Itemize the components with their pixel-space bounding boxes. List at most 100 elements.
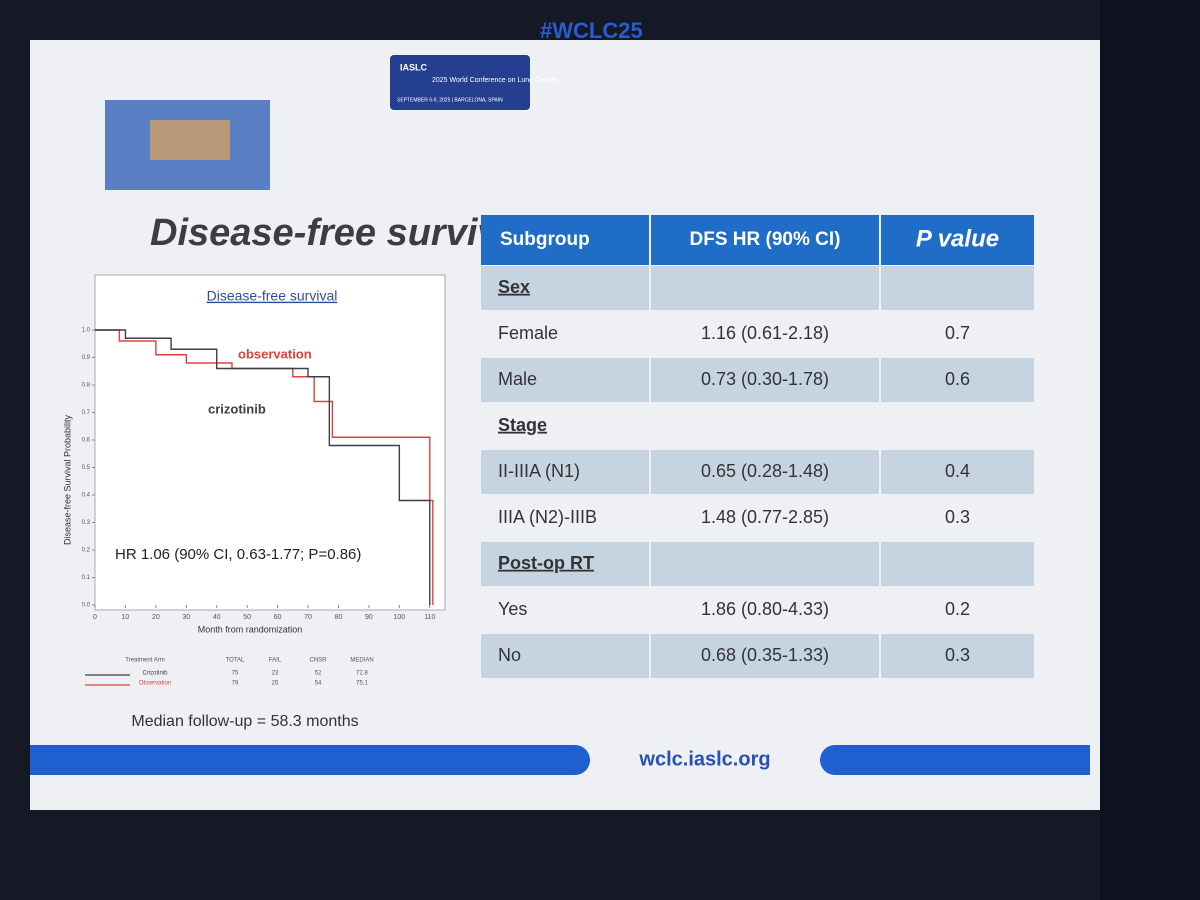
hr-value: 0.73 (0.30-1.78) — [701, 369, 829, 389]
table-cell — [481, 266, 649, 310]
x-axis-label: Month from randomization — [198, 624, 303, 634]
subgroup-label: Yes — [498, 599, 527, 619]
table-cell — [481, 542, 649, 586]
risk-value: 25 — [272, 681, 279, 687]
table-header: P value — [916, 225, 999, 252]
header-image-detail — [150, 120, 230, 160]
table-cell — [481, 450, 649, 494]
y-tick-label: 0.4 — [82, 493, 91, 499]
table-cell — [651, 450, 879, 494]
risk-value: 75 — [232, 671, 239, 677]
table-cell — [881, 404, 1034, 448]
table-cell — [651, 496, 879, 540]
series-label: observation — [238, 346, 312, 361]
table-cell — [651, 358, 879, 402]
y-tick-label: 0.2 — [82, 548, 91, 554]
p-value: 0.3 — [945, 645, 970, 665]
table-cell — [651, 312, 879, 356]
table-cell — [881, 634, 1034, 678]
p-value: 0.7 — [945, 323, 970, 343]
table-cell — [881, 358, 1034, 402]
footer-bar-left — [30, 745, 590, 775]
table-cell — [481, 588, 649, 632]
dates: SEPTEMBER 6-9, 2025 | BARCELONA, SPAIN — [397, 97, 503, 103]
p-value: 0.3 — [945, 507, 970, 527]
y-tick-label: 0.1 — [82, 575, 91, 581]
table-cell — [651, 588, 879, 632]
risk-value: 23 — [272, 671, 279, 677]
y-tick-label: 0.3 — [82, 520, 91, 526]
p-value: 0.6 — [945, 369, 970, 389]
url: wclc.iaslc.org — [638, 748, 770, 770]
x-tick-label: 0 — [93, 614, 97, 621]
stage-edge — [1100, 0, 1200, 900]
table-cell — [881, 450, 1034, 494]
table-cell — [881, 496, 1034, 540]
table-cell — [881, 542, 1034, 586]
table-header: DFS HR (90% CI) — [690, 229, 841, 250]
hr-value: 0.68 (0.35-1.33) — [701, 645, 829, 665]
subgroup-label: Male — [498, 369, 537, 389]
plot-area — [94, 274, 446, 611]
hashtag: #WCLC25 — [540, 18, 643, 43]
subgroup-label: No — [498, 645, 521, 665]
x-tick-label: 30 — [182, 614, 190, 621]
risk-header: FAIL — [269, 658, 282, 664]
org: IASLC — [400, 62, 428, 72]
table-header-cell — [881, 215, 1034, 265]
x-tick-label: 50 — [243, 614, 251, 621]
x-tick-label: 90 — [365, 614, 373, 621]
subgroup-label: IIIA (N2)-IIIB — [498, 507, 597, 527]
table-cell — [881, 588, 1034, 632]
conference: 2025 World Conference on Lung Cancer — [432, 77, 558, 84]
table-cell — [651, 266, 879, 310]
risk-arm: Observation — [139, 681, 171, 687]
table-header: Subgroup — [500, 229, 590, 250]
subgroup-label: Female — [498, 323, 558, 343]
hr-value: 1.16 (0.61-2.18) — [701, 323, 829, 343]
y-tick-label: 0.5 — [82, 465, 91, 471]
hr-value: 0.65 (0.28-1.48) — [701, 461, 829, 481]
table-cell — [481, 358, 649, 402]
table-cell — [881, 312, 1034, 356]
subgroup-label: II-IIIA (N1) — [498, 461, 580, 481]
table-cell — [481, 312, 649, 356]
y-tick-label: 1.0 — [82, 328, 91, 334]
p-value: 0.4 — [945, 461, 970, 481]
y-tick-label: 0.0 — [82, 603, 91, 609]
x-tick-label: 70 — [304, 614, 312, 621]
x-tick-label: 40 — [213, 614, 221, 621]
table-cell — [651, 542, 879, 586]
y-tick-label: 0.7 — [82, 410, 91, 416]
y-axis-label: Disease-free Survival Probability — [62, 414, 72, 545]
x-tick-label: 80 — [335, 614, 343, 621]
table-cell — [881, 266, 1034, 310]
slide-title: Disease-free survival — [150, 212, 532, 254]
table-header-cell — [481, 215, 649, 265]
section-label: Stage — [498, 415, 547, 435]
table-cell — [481, 496, 649, 540]
risk-value: 54 — [315, 681, 322, 687]
section-label: Sex — [498, 277, 530, 297]
footer-bar-right — [820, 745, 1090, 775]
logo-box — [390, 55, 530, 110]
table-cell — [481, 634, 649, 678]
x-tick-label: 100 — [394, 614, 406, 621]
table-header-cell — [651, 215, 879, 265]
x-tick-label: 20 — [152, 614, 160, 621]
risk-header: TOTAL — [226, 658, 245, 664]
survival-curve — [95, 329, 431, 605]
x-tick-label: 60 — [274, 614, 282, 621]
section-label: Post-op RT — [498, 553, 594, 573]
x-tick-label: 110 — [424, 614, 435, 621]
plot-title: Disease-free survival — [207, 288, 338, 304]
p-value: 0.2 — [945, 599, 970, 619]
table-cell — [651, 634, 879, 678]
risk-value: 52 — [315, 671, 322, 677]
table-cell — [651, 404, 879, 448]
y-tick-label: 0.9 — [82, 355, 91, 361]
hr-value: 1.48 (0.77-2.85) — [701, 507, 829, 527]
footnote: Median follow-up = 58.3 months — [131, 713, 358, 730]
